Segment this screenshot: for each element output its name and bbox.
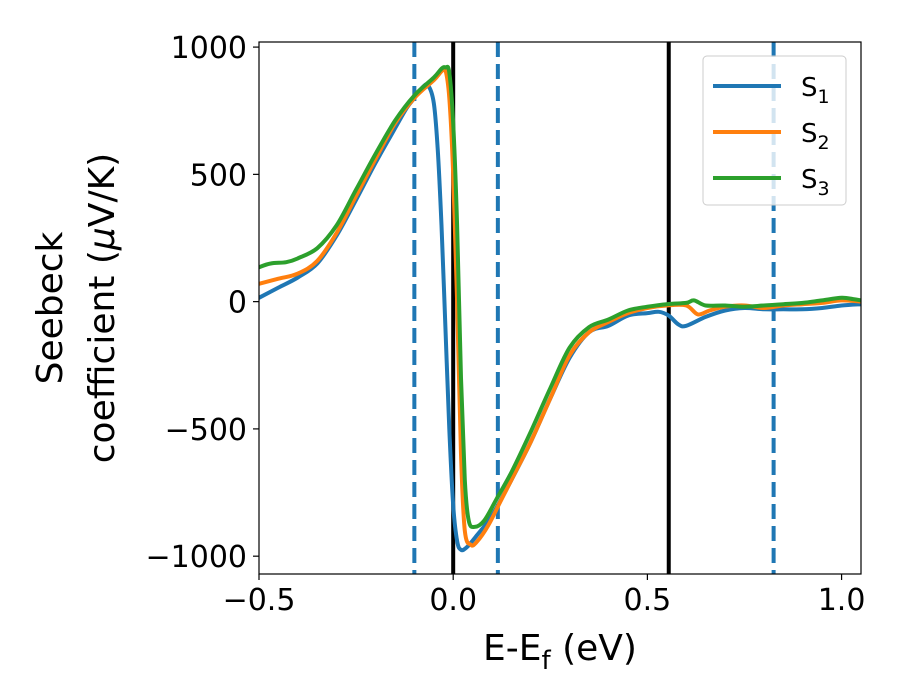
- y-tick-label: 500: [190, 158, 247, 193]
- y-tick-label: −500: [165, 413, 247, 448]
- series-line-s1: [259, 82, 861, 553]
- y-axis: 1000 500 0 −500 −1000: [146, 31, 259, 575]
- legend-label-s2: S2: [801, 119, 830, 154]
- y-axis-label-line1: Seebeck: [30, 231, 71, 384]
- x-tick-label: 0.0: [429, 583, 477, 618]
- legend-label-s1: S1: [801, 73, 830, 108]
- y-axis-label-line2: coefficient (μV/K): [82, 153, 123, 463]
- y-tick-label: 0: [228, 286, 247, 321]
- x-tick-label: 0.5: [624, 583, 672, 618]
- legend-label-s3: S3: [801, 165, 830, 200]
- y-axis-label: Seebeck coefficient (μV/K): [30, 153, 123, 463]
- series-line-s3: [259, 64, 861, 530]
- legend: S1 S2 S3: [702, 55, 847, 206]
- x-axis-label: E-Ef (eV): [483, 628, 637, 676]
- y-tick-label: 1000: [171, 31, 247, 66]
- x-axis: −0.5 0.0 0.5 1.0: [223, 574, 866, 618]
- y-tick-label: −1000: [146, 540, 247, 575]
- plot-frame: [258, 41, 862, 575]
- series-layer: [259, 64, 861, 553]
- x-tick-label: −0.5: [223, 583, 296, 618]
- x-tick-label: 1.0: [818, 583, 866, 618]
